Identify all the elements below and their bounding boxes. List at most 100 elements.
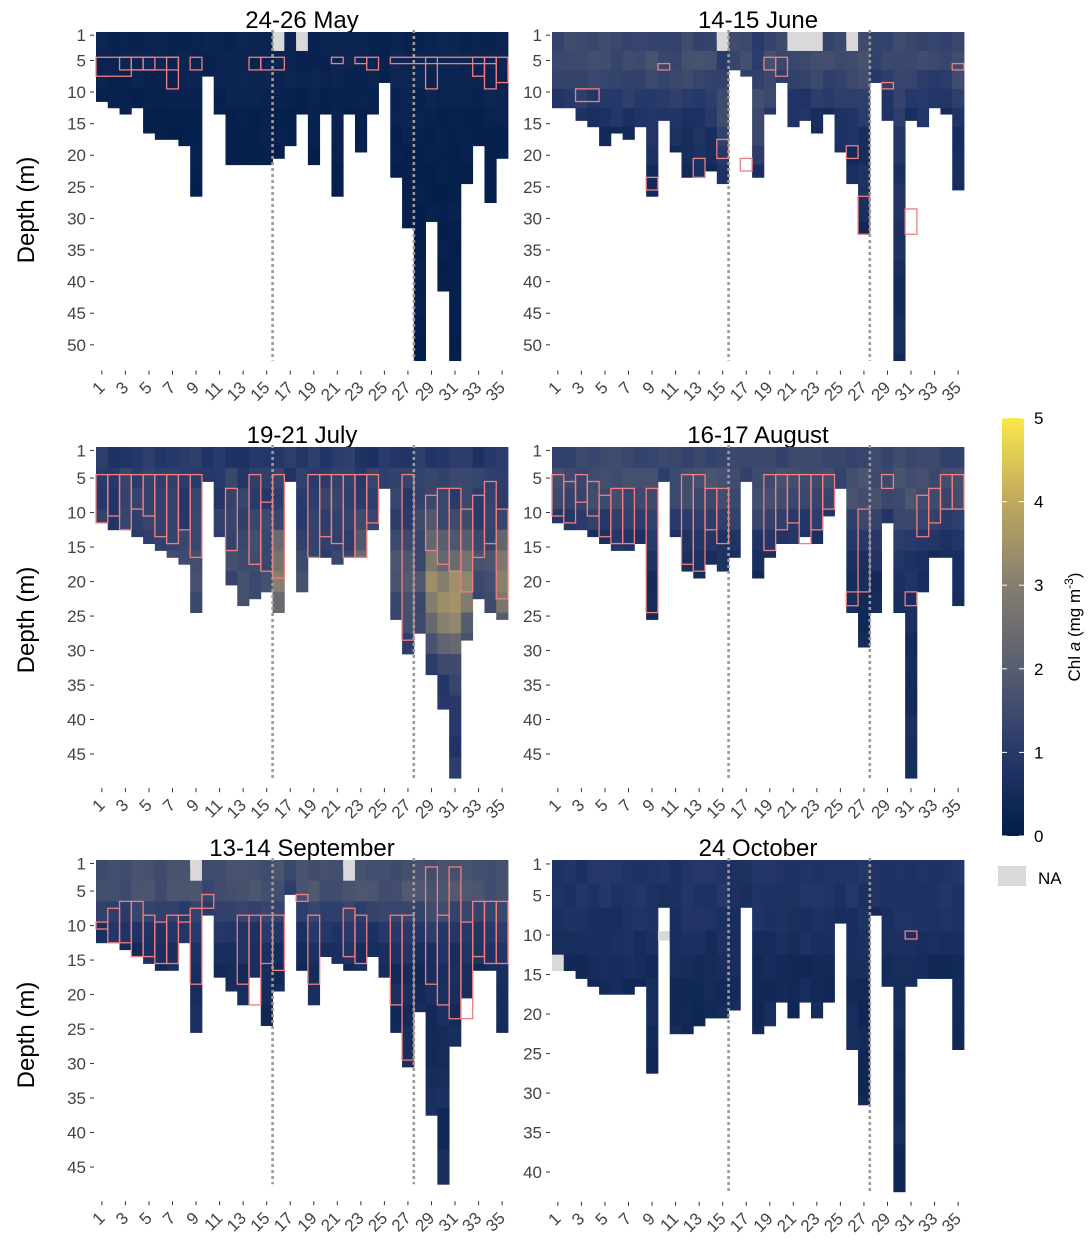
heatmap-cell [402,50,415,71]
heatmap-cell [260,860,273,882]
heatmap-cell [201,860,215,882]
heatmap-cell [319,107,332,115]
heatmap-cell [96,88,109,102]
heatmap-cell [810,126,824,134]
heatmap-cell [402,467,415,489]
heatmap-cell [437,1025,450,1047]
heatmap-cell [834,467,847,489]
y-tick-label: 10 [67,504,86,523]
heatmap-cell [449,69,462,90]
heatmap-cell [752,978,765,1003]
heatmap-cell [119,467,132,489]
dcm-boxes [95,473,509,641]
heatmap-cell [657,860,671,885]
heatmap-cell [681,954,694,979]
dcm-box [307,914,321,985]
x-tick-label: 1 [89,796,109,816]
heatmap-cell [893,860,906,885]
heatmap-cell [893,1025,906,1050]
heatmap-cell [681,1025,694,1035]
heatmap-cell [705,883,718,908]
heatmap-cell [599,954,612,979]
heatmap-cell [413,942,426,964]
heatmap-cell [622,488,635,510]
heatmap-cell [449,447,462,469]
heatmap-cell [354,69,368,90]
heatmap-cell [472,942,485,964]
heatmap-cell [952,931,965,956]
heatmap-cell [858,591,871,613]
heatmap-cell [460,145,474,166]
heatmap-cell [143,860,156,882]
heatmap-cell [810,509,824,531]
heatmap-cell [437,860,450,882]
heatmap-cell [599,978,612,995]
heatmap-cell [343,447,356,469]
x-tick-label: 9 [183,796,203,816]
heatmap-cell [331,69,344,90]
heatmap-cell [343,922,356,944]
x-tick-label: 35 [938,1209,965,1236]
heatmap-cell [905,550,918,572]
heatmap-cell [728,488,741,510]
colorbar-tick-label: 2 [1034,660,1043,679]
heatmap-cell [190,467,203,489]
heatmap-cell [166,88,179,109]
heatmap-cell [131,529,144,538]
heatmap-cell [563,860,576,885]
heatmap-cell [787,488,800,510]
heatmap-cell [484,88,497,109]
heatmap-cell [752,69,765,90]
y-tick-label: 1 [533,26,542,45]
heatmap-cell [284,860,297,882]
y-tick-label: 1 [533,855,542,874]
heatmap-cell [893,467,906,489]
heatmap-cell [728,509,741,531]
heatmap-cell [587,488,600,510]
heatmap-cell [834,145,847,153]
heatmap-cell [343,529,356,551]
heatmap-cell [634,954,647,979]
heatmap-cell [716,860,729,885]
heatmap-cell [858,488,871,510]
heatmap-cell [858,32,871,52]
heatmap-cell [449,922,462,944]
heatmap-cell [905,50,918,71]
heatmap-cell [587,447,600,469]
heatmap-cell [484,164,497,185]
heatmap-cell [799,907,812,932]
heatmap-cell [681,126,694,147]
heatmap-cell [763,447,777,469]
heatmap-cell [449,942,462,964]
heatmap-cell [669,907,682,932]
heatmap-cell [893,183,906,204]
heatmap-cell [343,488,356,510]
heatmap-cell [178,447,191,469]
heatmap-cell [787,954,800,979]
heatmap-cell [107,488,120,510]
heatmap-cell [693,467,706,489]
heatmap-cell [272,509,285,531]
dcm-boxes [551,473,965,614]
heatmap-cell [366,901,379,923]
heatmap-cell [952,488,965,510]
na-cell [810,32,824,40]
heatmap-cell [390,107,403,128]
heatmap-cell [307,942,321,964]
heatmap-cell [225,467,238,489]
heatmap-cell [378,942,391,964]
heatmap-cell [213,107,226,115]
heatmap-cell [390,942,403,964]
heatmap-cell [402,88,415,109]
heatmap-cell [496,963,509,985]
heatmap-cell [940,509,953,531]
heatmap-cell [681,529,694,551]
heatmap-cell [249,509,262,531]
heatmap-cell [846,931,859,956]
heatmap-cell [905,509,918,531]
heatmap-cell [634,529,647,544]
heatmap-cell [178,901,191,923]
heatmap-cell [799,954,812,979]
heatmap-cell [893,69,906,90]
heatmap-cell [307,88,321,109]
